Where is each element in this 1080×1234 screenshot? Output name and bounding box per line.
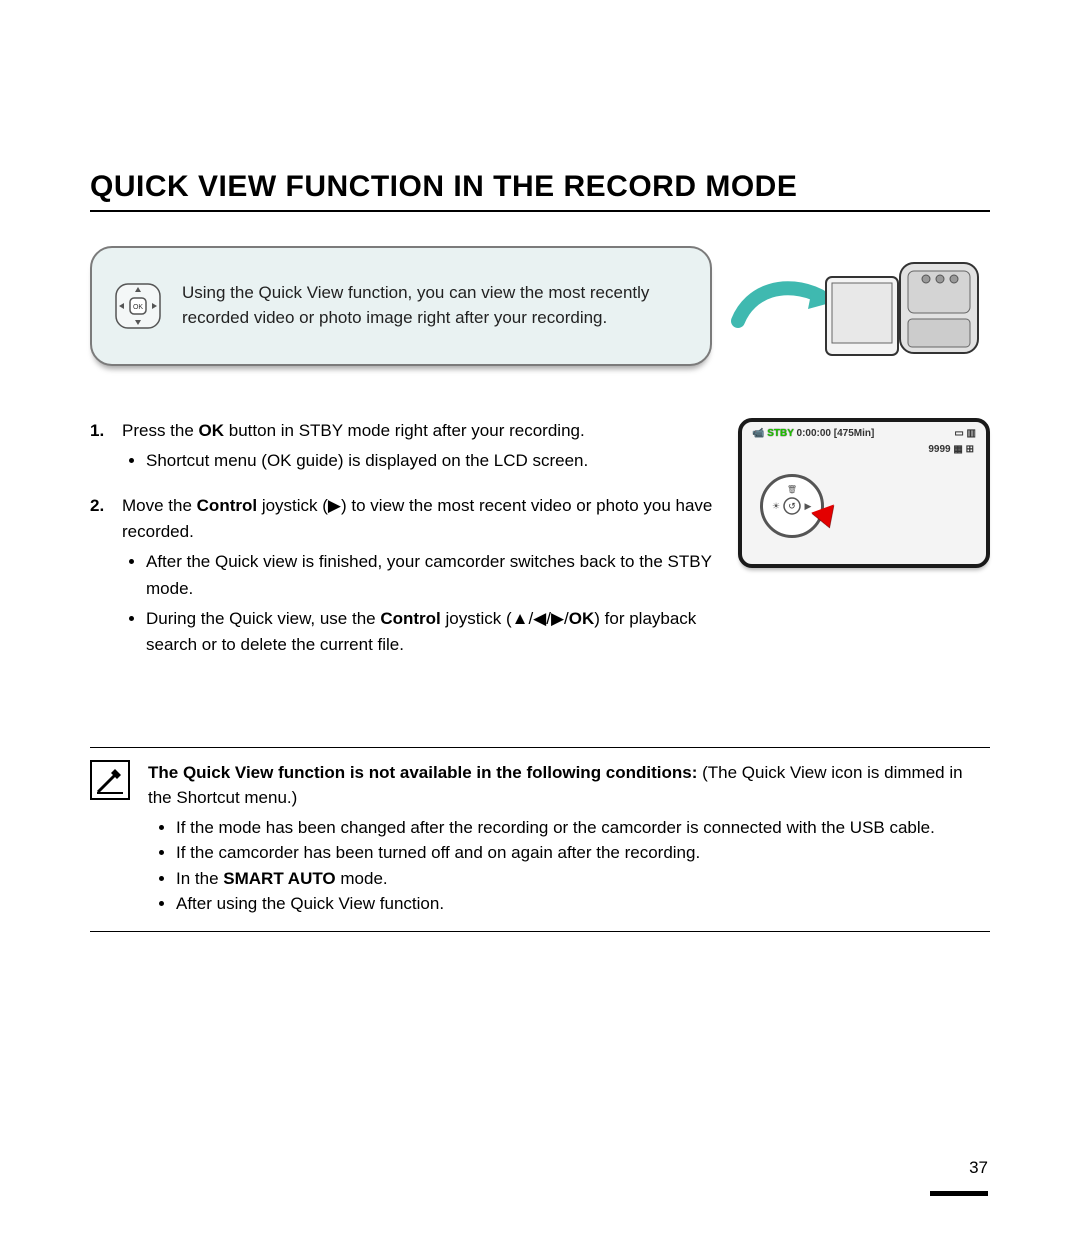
ok-label: OK xyxy=(133,304,143,311)
step-bullet: Shortcut menu (OK guide) is displayed on… xyxy=(146,448,588,474)
svg-text:▶: ▶ xyxy=(805,501,812,511)
svg-text:↺: ↺ xyxy=(788,501,796,511)
step-number: 1. xyxy=(90,418,112,479)
note-lead: The Quick View function is not available… xyxy=(148,763,697,782)
step-item: 1. Press the OK button in STBY mode righ… xyxy=(90,418,714,479)
step-item: 2. Move the Control joystick (▶) to view… xyxy=(90,493,714,663)
lcd-card-battery-icon: ▭ ▥ xyxy=(954,428,976,439)
intro-text: Using the Quick View function, you can v… xyxy=(182,281,692,330)
ok-joystick-icon: OK xyxy=(110,278,166,334)
page-number: 37 xyxy=(969,1158,988,1178)
note-bullet: After using the Quick View function. xyxy=(176,891,990,917)
step-bullet: During the Quick view, use the Control j… xyxy=(146,606,714,659)
page-number-bar xyxy=(930,1191,988,1196)
steps-list-container: 1. Press the OK button in STBY mode righ… xyxy=(90,418,714,677)
note-body: The Quick View function is not available… xyxy=(148,760,990,917)
step-bullet: After the Quick view is finished, your c… xyxy=(146,549,714,602)
lcd-counter: 9999 ▦ ⊞ xyxy=(928,444,974,455)
lcd-remain: [475Min] xyxy=(834,428,875,439)
steps-row: 1. Press the OK button in STBY mode righ… xyxy=(90,418,990,677)
page-title: QUICK VIEW FUNCTION IN THE RECORD MODE xyxy=(90,170,990,212)
note-icon xyxy=(90,760,130,800)
camcorder-illustration xyxy=(730,246,990,366)
lcd-screen-mock: 📹 STBY 0:00:00 [475Min] ▭ ▥ 9999 ▦ ⊞ ↺ 🗑… xyxy=(738,418,990,568)
intro-row: OK Using the Quick View function, you ca… xyxy=(90,246,990,366)
step-text: Move the Control joystick (▶) to view th… xyxy=(122,496,712,541)
lcd-time: 0:00:00 xyxy=(797,428,831,439)
note-bullet: In the SMART AUTO mode. xyxy=(176,866,990,892)
lcd-mode-icon: 📹 STBY 0:00:00 [475Min] xyxy=(752,428,874,439)
lcd-joystick-icon: ↺ 🗑 ☀ ▶ xyxy=(760,474,824,538)
note-bullet: If the mode has been changed after the r… xyxy=(176,815,990,841)
svg-text:🗑: 🗑 xyxy=(787,485,797,494)
step-text: Press the OK button in STBY mode right a… xyxy=(122,421,585,440)
note-section: The Quick View function is not available… xyxy=(90,747,990,932)
svg-text:☀: ☀ xyxy=(772,501,780,511)
intro-callout: OK Using the Quick View function, you ca… xyxy=(90,246,712,366)
step-number: 2. xyxy=(90,493,112,663)
note-bullet: If the camcorder has been turned off and… xyxy=(176,840,990,866)
lcd-stby-label: STBY xyxy=(767,428,794,439)
